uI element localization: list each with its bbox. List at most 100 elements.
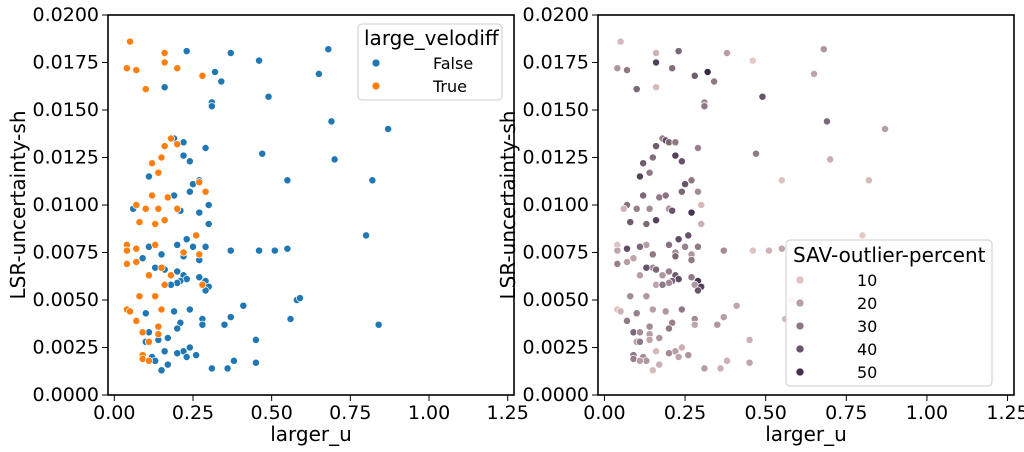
plot-frame (597, 14, 1015, 396)
x-tick-label: 1.00 (906, 402, 948, 424)
data-point (613, 246, 622, 255)
data-point (154, 168, 163, 177)
data-point (144, 356, 153, 365)
x-tick-label: 0.25 (664, 402, 706, 424)
data-point (652, 49, 660, 57)
data-point (144, 271, 153, 280)
left-scatter-plot: 0.00 0.25 0.50 0.75 1.00 1.25 0.0000 0.0025 0.00… (6, 4, 529, 446)
data-point (642, 263, 651, 272)
data-point (141, 204, 150, 213)
data-point (826, 155, 835, 164)
data-point (758, 92, 767, 101)
data-point (314, 69, 323, 78)
y-tick-label: 0.0050 (523, 289, 589, 311)
data-point (764, 246, 773, 255)
data-point (239, 301, 248, 310)
data-point (255, 56, 264, 65)
data-point (752, 149, 760, 158)
data-point (126, 37, 134, 46)
data-point (195, 178, 204, 187)
data-point (160, 347, 169, 356)
y-tick-label: 0.0000 (33, 384, 99, 406)
data-point (226, 313, 235, 322)
data-point (148, 159, 157, 168)
legend-label: 10 (857, 271, 877, 290)
data-point (652, 216, 660, 225)
data-point (173, 267, 182, 276)
x-axis-label: larger_u (270, 422, 352, 446)
y-tick-label: 0.0125 (33, 147, 99, 169)
data-point (677, 157, 686, 166)
legend-marker (795, 367, 805, 377)
data-point (207, 364, 216, 373)
data-point (163, 334, 172, 342)
data-point (270, 246, 279, 255)
x-tick-label: 1.00 (408, 402, 450, 424)
data-point (777, 176, 786, 185)
data-point (173, 349, 182, 358)
data-point (173, 240, 182, 249)
data-point (713, 320, 722, 329)
legend-title: large_velodiff (364, 26, 500, 50)
data-point (629, 254, 638, 263)
data-point (700, 102, 709, 111)
legend-box (357, 23, 503, 101)
data-point (141, 309, 150, 318)
x-tick-label: 1.25 (986, 402, 1024, 424)
data-point (648, 153, 657, 162)
legend-marker (795, 275, 805, 285)
y-tick-label: 0.0175 (33, 52, 99, 74)
data-point (716, 364, 725, 373)
data-point (748, 246, 757, 255)
legend-title: SAV-outlier-percent (793, 243, 986, 267)
data-point (163, 193, 172, 202)
data-point (642, 220, 651, 228)
data-point (658, 280, 667, 289)
data-point (639, 159, 648, 168)
data-point (645, 335, 654, 344)
data-point (668, 64, 677, 73)
y-tick-label: 0.0150 (523, 99, 589, 121)
legend-marker (795, 344, 805, 354)
data-point (160, 280, 169, 289)
data-point (710, 77, 719, 86)
data-point (201, 144, 210, 152)
data-point (160, 49, 169, 57)
data-point (616, 37, 625, 46)
data-point (671, 252, 680, 261)
data-point (132, 316, 141, 325)
legend-label: 50 (857, 363, 877, 382)
data-point (655, 334, 664, 342)
data-point (642, 292, 651, 301)
data-point (819, 45, 828, 54)
legend-marker (371, 81, 381, 91)
data-point (198, 71, 207, 80)
data-point (671, 138, 680, 147)
data-point (327, 117, 336, 126)
data-point (677, 305, 686, 314)
data-point (286, 315, 295, 323)
data-point (687, 273, 696, 282)
y-tick-label: 0.0025 (523, 337, 589, 359)
data-point (623, 258, 631, 266)
data-point (658, 271, 667, 280)
data-point (204, 220, 213, 228)
data-point (258, 149, 267, 158)
data-point (151, 240, 160, 249)
x-tick-label: 0.75 (329, 402, 371, 424)
data-point (283, 244, 292, 253)
data-point (642, 240, 651, 249)
y-tick-label: 0.0200 (523, 4, 589, 26)
data-point (185, 187, 194, 196)
data-point (148, 191, 157, 200)
data-point (690, 71, 699, 80)
data-point (195, 273, 204, 282)
data-point (648, 366, 657, 375)
data-point (182, 47, 191, 56)
y-tick-label: 0.0050 (33, 289, 99, 311)
data-point (645, 322, 654, 331)
data-point (674, 275, 683, 284)
x-tick-label: 0.50 (251, 402, 293, 424)
data-point (635, 242, 644, 251)
